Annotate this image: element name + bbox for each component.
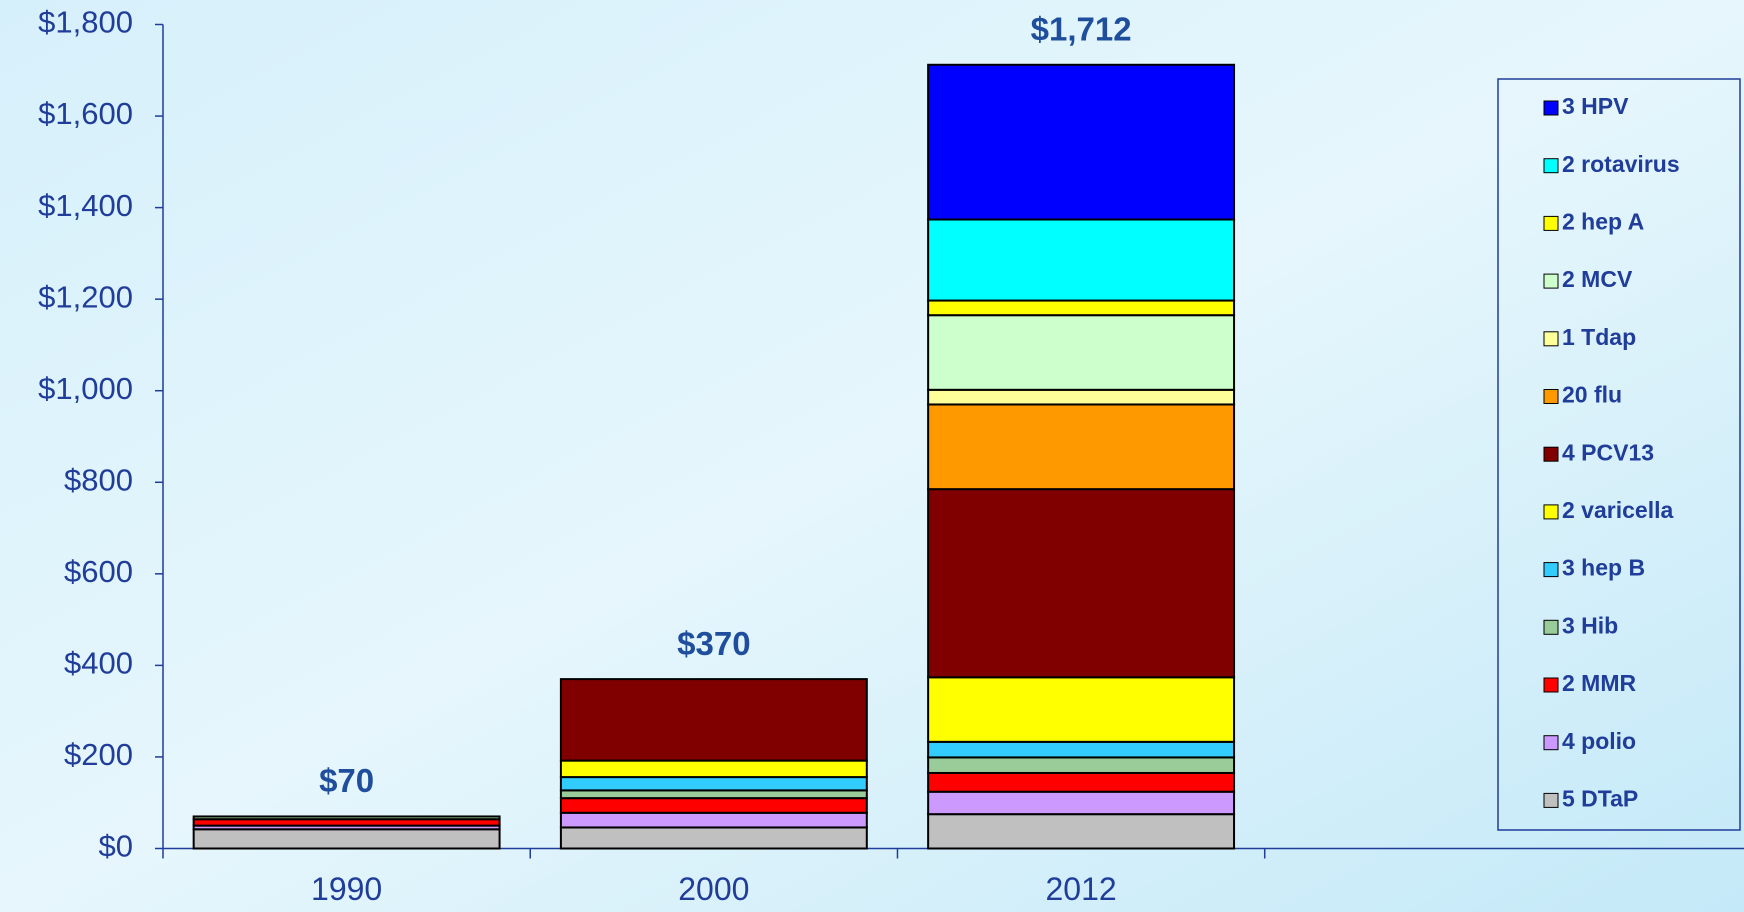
y-tick-label: $400 xyxy=(64,646,133,681)
legend-swatch xyxy=(1543,792,1559,808)
bar-segment xyxy=(927,63,1236,221)
bar-segment xyxy=(559,811,868,829)
y-tick-label: $1,600 xyxy=(38,96,133,131)
legend-label: 5 DTaP xyxy=(1562,785,1638,811)
legend-label: 20 flu xyxy=(1562,382,1622,408)
legend-swatch xyxy=(1543,215,1559,231)
total-label: $370 xyxy=(677,625,750,662)
y-tick-label: $800 xyxy=(64,462,133,497)
bar-segment xyxy=(559,797,868,814)
legend-box xyxy=(1497,78,1741,831)
legend-label: 4 polio xyxy=(1562,728,1636,754)
bar-segment xyxy=(927,314,1236,391)
bar-segment xyxy=(192,815,501,821)
legend-label: 2 hep A xyxy=(1562,208,1644,234)
legend-swatch xyxy=(1543,735,1559,751)
bar-segment xyxy=(559,776,868,792)
legend-swatch xyxy=(1543,504,1559,520)
y-tick-label: $1,400 xyxy=(38,188,133,223)
bar-segment xyxy=(559,789,868,800)
bar-segment xyxy=(927,740,1236,759)
legend-swatch xyxy=(1543,100,1559,116)
y-tick-label: $600 xyxy=(64,554,133,589)
y-tick-label: $200 xyxy=(64,737,133,772)
legend-label: 4 PCV13 xyxy=(1562,439,1654,465)
legend-swatch xyxy=(1543,562,1559,578)
bar-segment xyxy=(927,771,1236,793)
legend-swatch xyxy=(1543,619,1559,635)
total-label: $70 xyxy=(319,762,374,799)
bar-segment xyxy=(927,218,1236,302)
legend-label: 2 varicella xyxy=(1562,497,1673,523)
legend-swatch xyxy=(1543,677,1559,693)
bar-segment xyxy=(559,826,868,850)
legend-label: 3 hep B xyxy=(1562,555,1645,581)
legend-label: 3 Hib xyxy=(1562,612,1618,638)
bar-segment xyxy=(927,813,1236,850)
bar-segment xyxy=(192,828,501,850)
x-tick-label: 2000 xyxy=(678,871,749,907)
legend-label: 1 Tdap xyxy=(1562,324,1636,350)
bar-segment xyxy=(927,388,1236,406)
x-tick-label: 2012 xyxy=(1045,871,1116,907)
bar-segment xyxy=(927,299,1236,317)
legend-label: 2 MCV xyxy=(1562,266,1633,292)
legend-label: 3 HPV xyxy=(1562,93,1629,119)
legend-swatch xyxy=(1543,389,1559,404)
bar-segment xyxy=(927,756,1236,774)
x-tick-label: 1990 xyxy=(311,871,382,907)
bar-segment xyxy=(927,488,1236,679)
bar-segment xyxy=(559,678,868,762)
bar-segment xyxy=(927,676,1236,743)
y-tick-label: $0 xyxy=(99,829,133,864)
legend-swatch xyxy=(1543,273,1559,289)
legend-swatch xyxy=(1543,331,1559,347)
y-tick-label: $1,200 xyxy=(38,279,133,314)
bar-segment xyxy=(927,790,1236,816)
legend-label: 2 rotavirus xyxy=(1562,151,1680,177)
legend-swatch xyxy=(1543,446,1559,462)
legend-swatch xyxy=(1543,158,1559,174)
y-tick-label: $1,000 xyxy=(38,371,133,406)
y-tick-label: $1,800 xyxy=(38,5,133,40)
total-label: $1,712 xyxy=(1031,11,1132,48)
bar-segment xyxy=(927,403,1236,491)
bar-segment xyxy=(559,759,868,779)
legend-label: 2 MMR xyxy=(1562,670,1637,696)
